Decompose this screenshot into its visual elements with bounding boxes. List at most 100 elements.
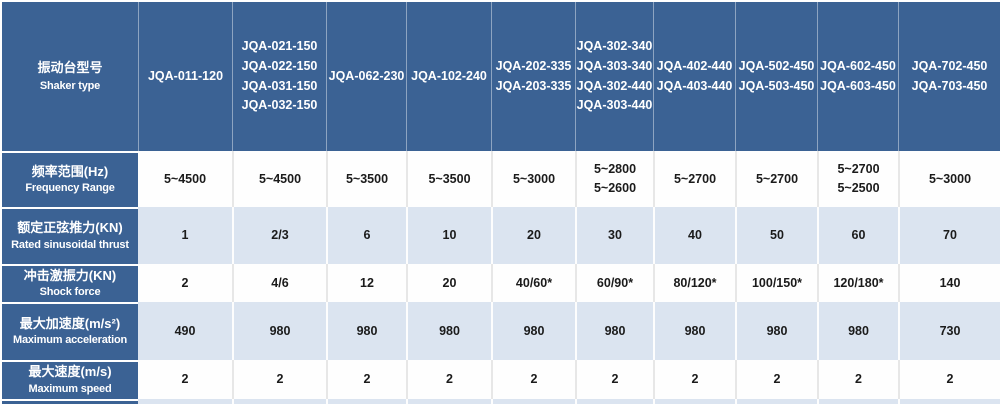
value-cell: 2 bbox=[138, 360, 232, 399]
value-line: 4/6 bbox=[271, 275, 289, 290]
value-line: 980 bbox=[356, 323, 378, 338]
value-cell: 5~3000 bbox=[898, 151, 1000, 207]
value-cell: 4/6 bbox=[232, 264, 326, 302]
value-line: 980 bbox=[766, 323, 788, 338]
row-label-en: Maximum acceleration bbox=[13, 334, 127, 347]
model-line: JQA-011-120 bbox=[147, 68, 224, 83]
row-label-cell: 额定正弦推力(KN) Rated sinusoidal thrust bbox=[2, 207, 138, 264]
value-line: 60 bbox=[851, 228, 866, 243]
value-cell: 2 bbox=[898, 360, 1000, 399]
model-line: JQA-202-335 bbox=[495, 58, 572, 73]
model-line: JQA-402-440 bbox=[656, 58, 733, 73]
row-label-zh: 频率范围(Hz) bbox=[31, 163, 109, 179]
value-cell: 5~2700 bbox=[735, 151, 817, 207]
value-cell: 980 bbox=[653, 302, 735, 360]
value-line: 140 bbox=[939, 275, 961, 290]
value-cell: 5~2700 5~2500 bbox=[817, 151, 898, 207]
model-line: JQA-203-335 bbox=[495, 78, 572, 93]
value-line: 2 bbox=[276, 372, 284, 387]
model-line: JQA-403-440 bbox=[656, 78, 733, 93]
value-cell: 980 bbox=[817, 302, 898, 360]
value-cell: 2 bbox=[491, 360, 575, 399]
value-line: 980 bbox=[523, 323, 545, 338]
model-line: JQA-303-440 bbox=[576, 98, 653, 113]
value-line: 5~3500 bbox=[345, 171, 389, 186]
value-cell: 730 bbox=[898, 302, 1000, 360]
value-line: 5~2500 bbox=[837, 181, 880, 195]
value-line: 730 bbox=[939, 323, 961, 338]
model-line: JQA-031-150 bbox=[241, 78, 318, 93]
value-cell: 20 bbox=[491, 207, 575, 264]
value-cell: 5~3000 bbox=[491, 151, 575, 207]
column-header-cell: JQA-302-340 JQA-303-340 JQA-302-440 JQA-303… bbox=[575, 2, 653, 151]
value-line: 50 bbox=[770, 228, 784, 243]
value-cell: 60/90* bbox=[575, 264, 653, 302]
value-line: 5~2800 bbox=[593, 162, 637, 177]
value-line: 2/3 bbox=[271, 228, 289, 243]
column-header-cell: JQA-502-450 JQA-503-450 bbox=[735, 2, 817, 151]
row-label-zh: 最大加速度(m/s²) bbox=[19, 315, 121, 331]
row-label-cell: 冲击激振力(KN) Shock force bbox=[2, 264, 138, 302]
value-cell: 980 bbox=[735, 302, 817, 360]
row-label-cell: 最大速度(m/s) Maximum speed bbox=[2, 360, 138, 399]
model-line: JQA-603-450 bbox=[820, 78, 896, 93]
value-line: 40/60* bbox=[515, 275, 553, 290]
value-cell: 980 bbox=[491, 302, 575, 360]
value-cell: 5~2800 5~2600 bbox=[575, 151, 653, 207]
value-cell: 2/3 bbox=[232, 207, 326, 264]
value-cell: 980 bbox=[575, 302, 653, 360]
model-line: JQA-702-450 bbox=[911, 58, 988, 73]
value-line: 2 bbox=[611, 372, 619, 387]
model-line: JQA-022-150 bbox=[241, 58, 318, 73]
partial-row-cell bbox=[232, 399, 326, 404]
value-line: 5~3000 bbox=[512, 171, 556, 186]
value-line: 20 bbox=[442, 275, 457, 290]
row-label-zh: 最大速度(m/s) bbox=[28, 364, 112, 380]
value-cell: 2 bbox=[232, 360, 326, 399]
model-line: JQA-032-150 bbox=[241, 98, 318, 113]
value-line: 5~3500 bbox=[428, 171, 471, 186]
value-line: 100/150* bbox=[751, 275, 803, 290]
value-line: 2 bbox=[855, 372, 862, 387]
row-label-en: Frequency Range bbox=[25, 182, 115, 195]
corner-header-cell: 振动台型号 Shaker type bbox=[2, 2, 138, 151]
value-line: 5~4500 bbox=[163, 171, 207, 186]
column-header-cell: JQA-702-450 JQA-703-450 bbox=[898, 2, 1000, 151]
value-cell: 1 bbox=[138, 207, 232, 264]
value-line: 5~4500 bbox=[258, 171, 302, 186]
value-cell: 100/150* bbox=[735, 264, 817, 302]
value-cell: 120/180* bbox=[817, 264, 898, 302]
model-line: JQA-303-340 bbox=[576, 58, 653, 73]
column-header-cell: JQA-011-120 bbox=[138, 2, 232, 151]
column-header-cell: JQA-102-240 bbox=[406, 2, 491, 151]
value-line: 6 bbox=[363, 228, 371, 243]
value-line: 2 bbox=[181, 275, 189, 290]
value-line: 2 bbox=[363, 372, 371, 387]
row-label-en: Rated sinusoidal thrust bbox=[11, 238, 129, 251]
value-line: 60/90* bbox=[596, 275, 634, 290]
value-cell: 980 bbox=[232, 302, 326, 360]
model-line: JQA-062-230 bbox=[328, 68, 405, 83]
partial-row-label-cell bbox=[2, 399, 138, 404]
value-cell: 10 bbox=[406, 207, 491, 264]
value-line: 40 bbox=[688, 228, 702, 243]
value-cell: 40 bbox=[653, 207, 735, 264]
value-cell: 5~4500 bbox=[138, 151, 232, 207]
partial-row-cell bbox=[138, 399, 232, 404]
model-line: JQA-703-450 bbox=[911, 78, 988, 93]
value-line: 5~2600 bbox=[593, 181, 637, 195]
value-cell: 20 bbox=[406, 264, 491, 302]
partial-row-cell bbox=[326, 399, 406, 404]
value-cell: 60 bbox=[817, 207, 898, 264]
value-cell: 2 bbox=[406, 360, 491, 399]
value-line: 12 bbox=[360, 275, 374, 290]
model-line: JQA-302-440 bbox=[576, 78, 653, 93]
value-line: 20 bbox=[527, 228, 541, 243]
row-label-en: Shock force bbox=[39, 286, 101, 299]
value-cell: 2 bbox=[326, 360, 406, 399]
value-cell: 5~3500 bbox=[406, 151, 491, 207]
value-cell: 80/120* bbox=[653, 264, 735, 302]
column-header-cell: JQA-402-440 JQA-403-440 bbox=[653, 2, 735, 151]
model-line: JQA-503-450 bbox=[738, 78, 815, 93]
value-line: 1 bbox=[181, 228, 189, 243]
